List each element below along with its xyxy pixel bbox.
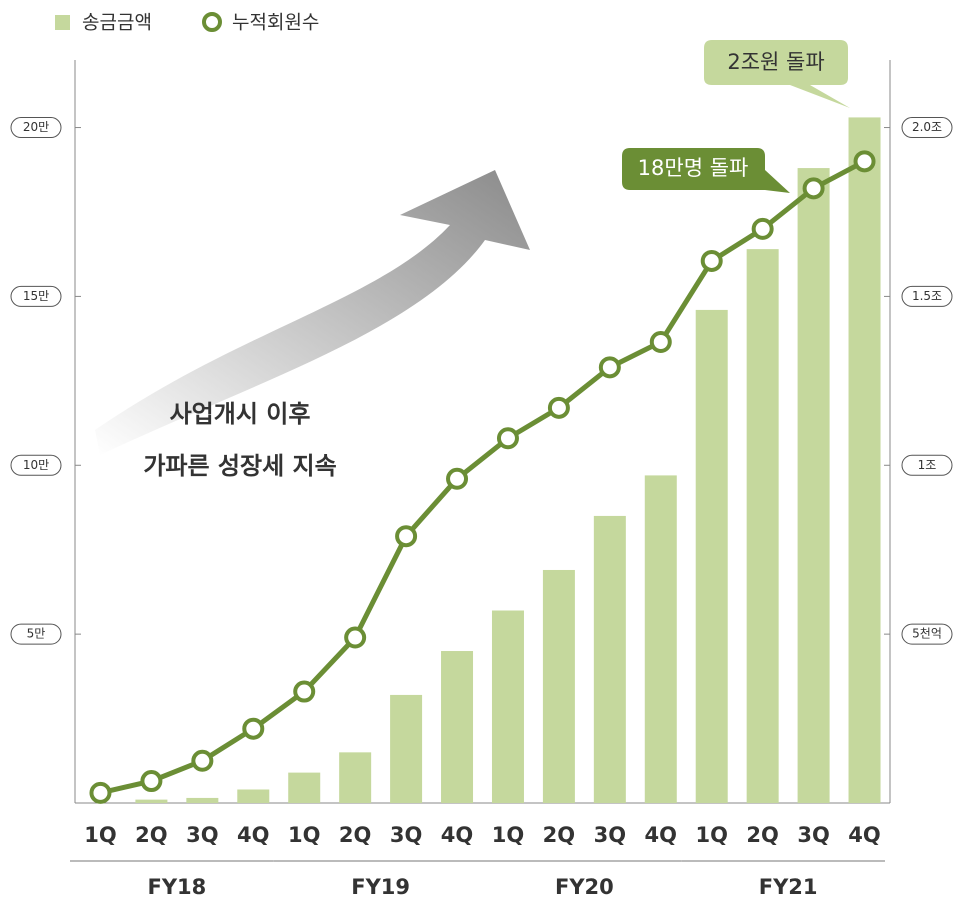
bar bbox=[288, 773, 320, 803]
y-tick-label: 20만 bbox=[23, 120, 49, 134]
legend-label: 송금금액 bbox=[82, 12, 152, 34]
callout-text: 2조원 돌파 bbox=[727, 50, 824, 74]
x-tick-label: 1Q bbox=[492, 823, 524, 847]
group-label: FY18 bbox=[147, 875, 206, 899]
point bbox=[754, 220, 772, 238]
bar bbox=[798, 168, 830, 803]
point bbox=[91, 784, 109, 802]
x-tick-label: 3Q bbox=[186, 823, 218, 847]
note-line: 가파른 성장세 지속 bbox=[143, 452, 336, 480]
point bbox=[601, 358, 619, 376]
bar bbox=[594, 516, 626, 803]
y-tick-label: 5만 bbox=[27, 627, 46, 641]
x-tick-label: 2Q bbox=[746, 823, 778, 847]
x-tick-label: 2Q bbox=[339, 823, 371, 847]
legend-label: 누적회원수 bbox=[232, 12, 319, 34]
point bbox=[703, 252, 721, 270]
bar bbox=[390, 695, 422, 803]
group-label: FY21 bbox=[759, 875, 818, 899]
point bbox=[397, 527, 415, 545]
bar bbox=[237, 789, 269, 803]
bar bbox=[543, 570, 575, 803]
legend-swatch bbox=[204, 14, 220, 30]
y2-tick-label: 5천억 bbox=[912, 626, 942, 641]
x-tick-label: 4Q bbox=[645, 823, 677, 847]
point bbox=[856, 152, 874, 170]
y2-tick-label: 1.5조 bbox=[912, 289, 942, 303]
bar bbox=[492, 610, 524, 803]
bar bbox=[747, 249, 779, 803]
x-tick-label: 4Q bbox=[237, 823, 269, 847]
x-tick-label: 3Q bbox=[594, 823, 626, 847]
y-tick-label: 15만 bbox=[23, 289, 49, 303]
x-tick-label: 4Q bbox=[441, 823, 473, 847]
point bbox=[550, 399, 568, 417]
point bbox=[142, 772, 160, 790]
note-line: 사업개시 이후 bbox=[170, 400, 311, 428]
x-tick-label: 1Q bbox=[288, 823, 320, 847]
x-tick-label: 1Q bbox=[695, 823, 727, 847]
bar bbox=[135, 800, 167, 803]
bar bbox=[645, 475, 677, 803]
point bbox=[448, 470, 466, 488]
point bbox=[346, 629, 364, 647]
legend-swatch bbox=[55, 15, 70, 30]
x-tick-label: 3Q bbox=[390, 823, 422, 847]
bar bbox=[441, 651, 473, 803]
x-tick-label: 2Q bbox=[135, 823, 167, 847]
page: 사업개시 이후 가파른 성장세 지속 5만 10만 15만 20만 5천억 1조 1.5조 2… bbox=[0, 0, 955, 903]
bar bbox=[849, 117, 881, 803]
point bbox=[805, 179, 823, 197]
x-tick-label: 3Q bbox=[797, 823, 829, 847]
point bbox=[193, 752, 211, 770]
callout-text: 18만명 돌파 bbox=[638, 156, 749, 180]
chart: 사업개시 이후 가파른 성장세 지속 5만 10만 15만 20만 5천억 1조 1.5조 2… bbox=[0, 0, 955, 903]
point bbox=[652, 333, 670, 351]
bar bbox=[186, 798, 218, 803]
group-label: FY20 bbox=[555, 875, 614, 899]
x-tick-label: 2Q bbox=[543, 823, 575, 847]
point bbox=[499, 429, 517, 447]
point bbox=[244, 720, 262, 738]
group-label: FY19 bbox=[351, 875, 410, 899]
x-tick-label: 1Q bbox=[84, 823, 116, 847]
y-tick-label: 10만 bbox=[23, 458, 49, 472]
bar bbox=[339, 752, 371, 803]
bar bbox=[696, 310, 728, 803]
y2-tick-label: 1조 bbox=[918, 458, 937, 472]
y2-tick-label: 2.0조 bbox=[912, 120, 942, 134]
x-tick-label: 4Q bbox=[848, 823, 880, 847]
point bbox=[295, 683, 313, 701]
growth-arrow bbox=[95, 170, 530, 455]
